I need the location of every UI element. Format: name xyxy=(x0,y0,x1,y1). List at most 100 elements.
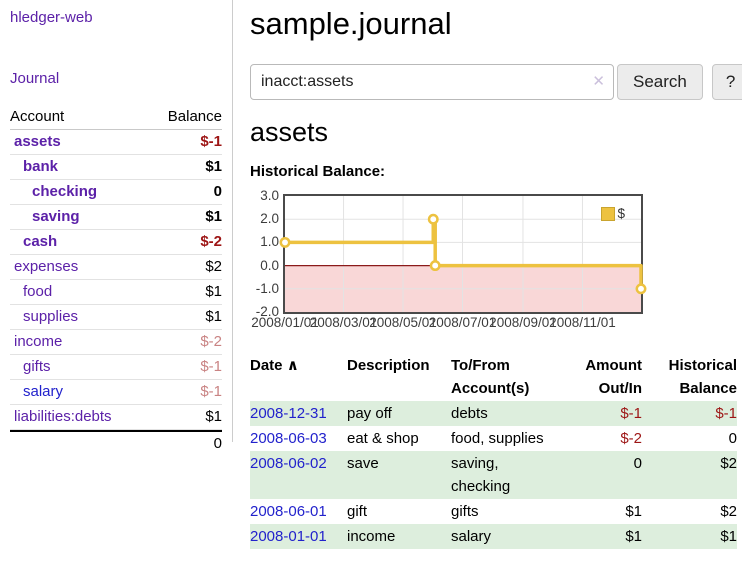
balance-column-header: Balance xyxy=(167,108,222,125)
account-row: salary $-1 xyxy=(10,380,222,405)
legend-label: $ xyxy=(617,206,625,221)
sidebar-account-expenses[interactable]: expenses xyxy=(14,258,79,275)
transaction-date-link[interactable]: 2008-06-01 xyxy=(250,503,327,520)
sidebar-account-saving[interactable]: saving xyxy=(32,208,80,225)
account-heading: assets xyxy=(250,117,329,147)
account-balance: $-1 xyxy=(200,358,222,375)
account-balance: $-1 xyxy=(200,133,222,150)
account-row: gifts $-1 xyxy=(10,355,222,380)
table-row: 2008-01-01 income salary $1 $1 xyxy=(250,524,737,549)
account-balance: $-2 xyxy=(200,233,222,250)
y-tick-label: 3.0 xyxy=(260,188,279,203)
account-balance: $-1 xyxy=(200,383,222,400)
balance-column-header: Historical Balance xyxy=(668,357,737,397)
transaction-balance: $-1 xyxy=(642,401,737,426)
accounts-table: Account Balance assets $-1 bank $1 check… xyxy=(10,105,222,455)
page: hledger-web Journal Account Balance asse… xyxy=(0,0,742,549)
sidebar-account-supplies[interactable]: supplies xyxy=(23,308,79,325)
transaction-amount: $-1 xyxy=(559,401,642,426)
transaction-description: eat & shop xyxy=(347,430,419,447)
transaction-amount: $1 xyxy=(559,524,642,549)
transaction-description: pay off xyxy=(347,401,451,426)
transaction-accounts: gifts xyxy=(451,503,479,520)
plot-area: $ xyxy=(279,194,647,314)
table-row: 2008-06-02 save saving, checking 0 $2 xyxy=(250,451,737,499)
x-tick-label: 2008/03/01 xyxy=(309,315,378,330)
transaction-accounts: salary xyxy=(451,524,559,549)
account-balance: $2 xyxy=(205,258,222,275)
date-column-header[interactable]: Date ∧ xyxy=(250,353,347,401)
y-tick-label: 2.0 xyxy=(260,211,279,227)
x-tick-label: 2008/07/01 xyxy=(428,315,497,330)
sidebar-account-liabilities-debts[interactable]: liabilities:debts xyxy=(14,408,112,425)
transaction-balance: 0 xyxy=(728,430,737,447)
register-header-row: Date ∧ Description To/From Account(s) Am… xyxy=(250,353,737,401)
transaction-description: income xyxy=(347,524,451,549)
search-form: ✕ Search ? xyxy=(250,64,742,100)
transaction-accounts: food, supplies xyxy=(451,430,544,447)
chart-legend: $ xyxy=(601,206,625,221)
account-balance: $-2 xyxy=(200,333,222,350)
transaction-balance: $1 xyxy=(642,524,737,549)
sidebar-account-checking[interactable]: checking xyxy=(32,183,98,200)
account-row: cash $-2 xyxy=(10,230,222,255)
sidebar-item-journal[interactable]: Journal xyxy=(10,70,60,87)
accounts-total-value: 0 xyxy=(213,435,222,452)
x-tick-label: 2008/05/01 xyxy=(369,315,437,330)
sidebar-account-income[interactable]: income xyxy=(14,333,63,350)
transaction-date-link[interactable]: 2008-01-01 xyxy=(250,528,327,545)
account-row: bank $1 xyxy=(10,155,222,180)
transaction-amount: 0 xyxy=(559,451,642,499)
help-button[interactable]: ? xyxy=(711,64,742,100)
account-column-header: Account xyxy=(10,108,65,125)
account-balance: $1 xyxy=(205,283,222,300)
clear-search-icon[interactable]: ✕ xyxy=(592,73,605,90)
sidebar-account-bank[interactable]: bank xyxy=(23,158,59,175)
search-input[interactable] xyxy=(250,64,614,100)
account-row: expenses $2 xyxy=(10,255,222,280)
amount-column-header: Amount Out/In xyxy=(585,357,642,397)
y-tick-label: -2.0 xyxy=(255,304,279,319)
transaction-balance: $2 xyxy=(642,451,737,499)
account-row: assets $-1 xyxy=(10,130,222,155)
sidebar-account-cash[interactable]: cash xyxy=(23,233,58,250)
table-row: 2008-12-31 pay off debts $-1 $-1 xyxy=(250,401,737,426)
account-balance: 0 xyxy=(213,183,222,200)
table-row: 2008-06-03 eat & shop food, supplies $-2… xyxy=(250,426,737,451)
chart-title: Historical Balance: xyxy=(250,163,386,180)
account-row: liabilities:debts $1 xyxy=(10,405,222,430)
date-header-label: Date xyxy=(250,357,283,374)
account-row: supplies $1 xyxy=(10,305,222,330)
account-balance: $1 xyxy=(205,158,222,175)
transaction-date-link[interactable]: 2008-12-31 xyxy=(250,405,327,422)
table-row: 2008-06-01 gift gifts $1 $2 xyxy=(250,499,737,524)
account-row: checking 0 xyxy=(10,180,222,205)
main-content: sample.journal ✕ Search ? assets Histori… xyxy=(233,0,742,549)
legend-swatch-icon xyxy=(601,206,616,221)
y-tick-label: 0.0 xyxy=(260,257,279,273)
plot-svg xyxy=(279,196,647,312)
sort-ascending-icon: ∧ xyxy=(286,357,299,374)
sidebar-account-assets[interactable]: assets xyxy=(14,133,61,150)
app-title-link[interactable]: hledger-web xyxy=(10,9,93,26)
account-row: food $1 xyxy=(10,280,222,305)
account-row: saving $1 xyxy=(10,205,222,230)
accounts-table-header: Account Balance xyxy=(10,105,222,130)
register-table: Date ∧ Description To/From Account(s) Am… xyxy=(250,353,737,549)
sidebar-account-gifts[interactable]: gifts xyxy=(23,358,51,375)
sidebar-account-salary[interactable]: salary xyxy=(23,383,64,400)
transaction-description: gift xyxy=(347,503,368,520)
account-row: income $-2 xyxy=(10,330,222,355)
sidebar: hledger-web Journal Account Balance asse… xyxy=(0,0,233,452)
search-button[interactable]: Search xyxy=(617,64,703,100)
y-tick-label: 1.0 xyxy=(260,234,279,250)
journal-title: sample.journal xyxy=(250,6,452,41)
transaction-date-link[interactable]: 2008-06-02 xyxy=(250,455,327,472)
description-column-header: Description xyxy=(347,357,430,374)
transaction-date-link[interactable]: 2008-06-03 xyxy=(250,430,327,447)
accounts-total-row: 0 xyxy=(10,430,222,455)
account-balance: $1 xyxy=(205,408,222,425)
sidebar-account-food[interactable]: food xyxy=(23,283,53,300)
account-balance: $1 xyxy=(205,208,222,225)
transaction-balance: $2 xyxy=(720,503,737,520)
